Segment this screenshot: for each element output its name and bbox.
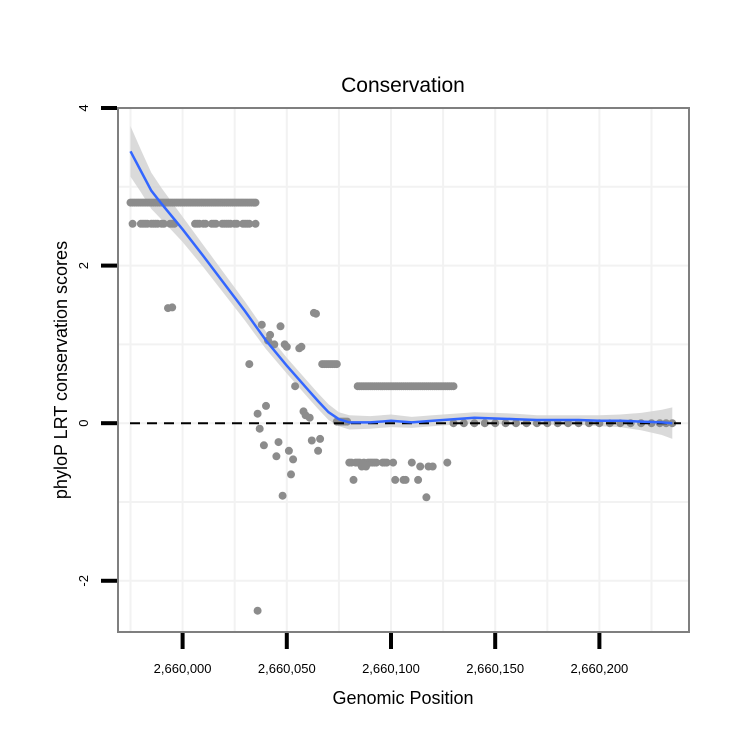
data-point <box>259 441 268 450</box>
data-point <box>428 462 437 471</box>
data-point <box>262 401 270 410</box>
data-point <box>272 452 281 461</box>
data-point <box>201 219 210 228</box>
data-point <box>282 342 291 351</box>
data-point <box>168 303 177 312</box>
data-point <box>266 330 275 339</box>
y-tick-label: -2 <box>76 575 91 587</box>
data-point <box>416 462 425 471</box>
confidence-ribbon-group <box>130 126 673 439</box>
data-point <box>245 360 254 369</box>
data-point <box>276 322 285 331</box>
data-point <box>407 458 416 467</box>
confidence-ribbon <box>130 126 673 439</box>
chart-title: Conservation <box>341 74 465 97</box>
x-tick-label: 2,660,150 <box>466 661 524 676</box>
data-point <box>274 438 283 447</box>
y-tick-label: 2 <box>76 262 91 269</box>
x-tick-label: 2,660,100 <box>362 661 420 676</box>
data-point <box>245 219 254 228</box>
data-point <box>512 419 520 428</box>
data-point <box>414 475 423 484</box>
data-point <box>232 219 241 228</box>
data-point <box>251 198 260 207</box>
data-point <box>443 458 452 467</box>
y-axis: 4 2 0 -2 <box>76 104 117 587</box>
data-point <box>401 475 410 484</box>
data-point <box>291 382 300 391</box>
data-point <box>253 606 262 615</box>
data-point <box>459 419 468 428</box>
x-axis-label: Genomic Position <box>332 688 473 708</box>
data-point <box>349 475 358 484</box>
data-point <box>251 219 260 228</box>
data-point <box>159 219 168 228</box>
data-point <box>312 309 320 318</box>
data-point <box>297 342 306 351</box>
data-point <box>382 458 391 467</box>
data-point <box>422 493 431 502</box>
data-point <box>287 470 295 479</box>
grid-lines <box>118 108 689 632</box>
x-axis: 2,660,000 2,660,050 2,660,100 2,660,150 2,66… <box>154 633 628 676</box>
smooth-line-group <box>129 150 673 425</box>
smooth-line <box>129 150 673 425</box>
data-point <box>284 446 293 455</box>
x-tick-label: 2,660,200 <box>570 661 628 676</box>
x-tick-label: 2,660,000 <box>154 661 212 676</box>
data-point <box>253 409 262 418</box>
data-point <box>372 458 381 467</box>
x-tick-label: 2,660,050 <box>258 661 316 676</box>
data-point <box>389 458 398 467</box>
y-axis-label: phyloP LRT conservation scores <box>51 241 71 499</box>
data-point <box>391 475 400 484</box>
y-tick-label: 0 <box>76 420 91 427</box>
data-point <box>257 320 266 329</box>
data-point <box>128 219 137 228</box>
data-point <box>307 436 316 445</box>
data-point <box>316 434 325 443</box>
data-point <box>278 491 287 500</box>
data-point <box>332 360 341 369</box>
panel-border <box>117 107 690 633</box>
data-point <box>480 419 489 428</box>
data-point <box>211 219 220 228</box>
data-point <box>449 382 458 391</box>
data-point <box>305 413 314 422</box>
data-point <box>289 455 298 464</box>
data-point <box>255 424 264 433</box>
y-tick-label: 4 <box>76 104 91 111</box>
data-point <box>314 446 323 455</box>
